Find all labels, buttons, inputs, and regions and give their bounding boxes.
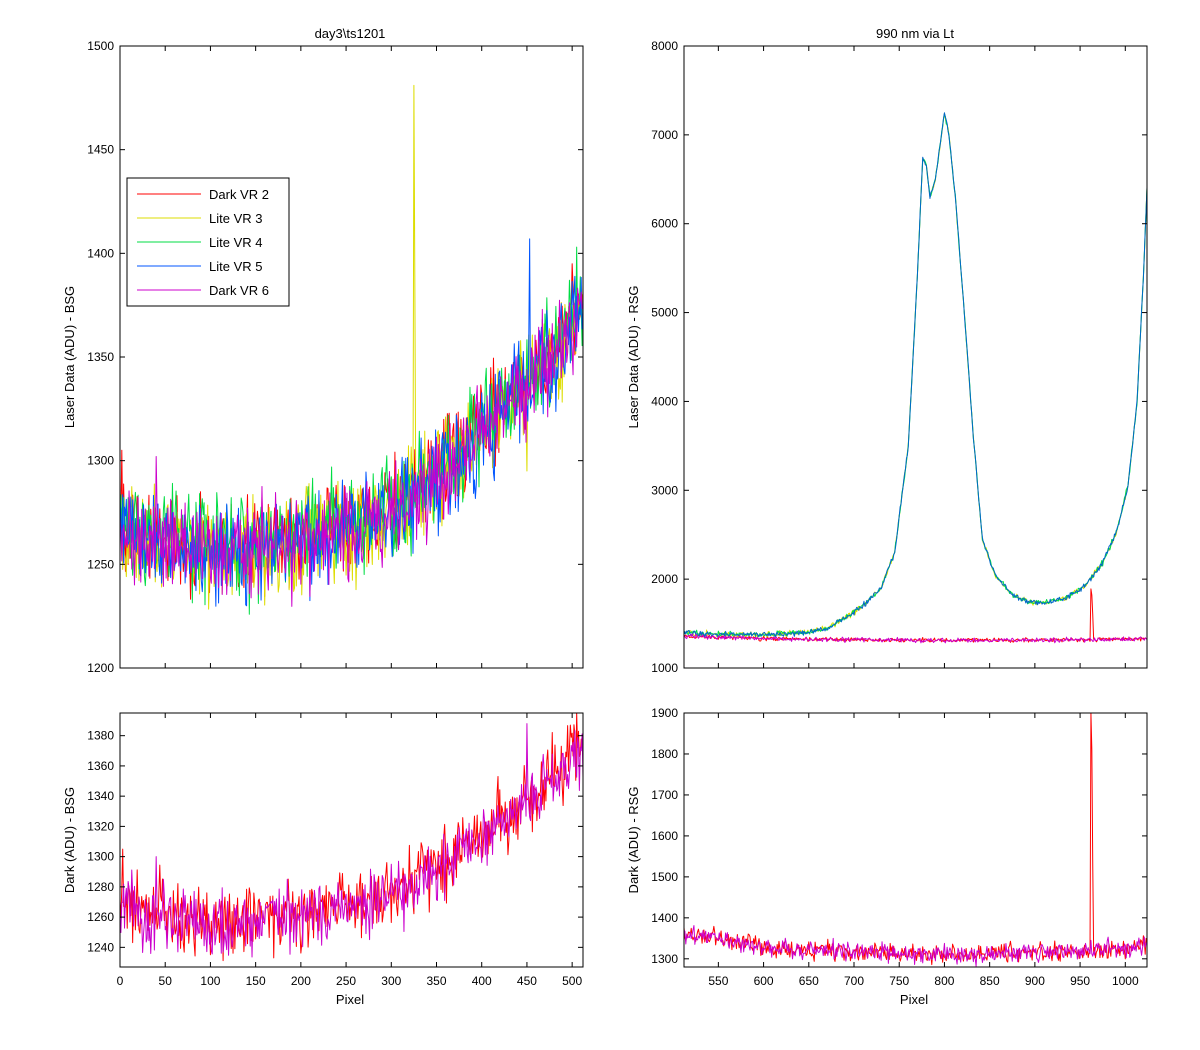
series-line-dark-vr-6: [120, 287, 583, 607]
x-tick-label: 250: [336, 974, 356, 988]
chart-title: day3\ts1201: [315, 26, 386, 41]
y-tick-label: 1500: [87, 39, 114, 53]
panel-bottom-left: Dark (ADU) - BSG Pixel 0 50 100 150 200 250 30…: [62, 712, 584, 1007]
y-tick-label: 5000: [651, 306, 678, 320]
series-line-lite-vr-5: [684, 112, 1147, 638]
y-tick-label: 1800: [651, 747, 678, 761]
y-tick-label: 1700: [651, 788, 678, 802]
x-tick-label: 450: [517, 974, 537, 988]
axes-frame: [119, 712, 584, 968]
series-line-lite-vr-4: [120, 246, 583, 615]
axes-frame: [683, 45, 1148, 669]
panel-top-right: 990 nm via Lt Laser Data (ADU) - RSG 100…: [626, 26, 1148, 675]
x-tick-label: 750: [889, 974, 909, 988]
y-tick-label: 1350: [87, 350, 114, 364]
y-tick-label: 1360: [87, 759, 114, 773]
y-tick-label: 1260: [87, 910, 114, 924]
legend-label: Lite VR 3: [209, 211, 262, 226]
legend-label: Dark VR 2: [209, 187, 269, 202]
y-tick-label: 4000: [651, 394, 678, 408]
y-axis-title: Laser Data (ADU) - BSG: [62, 286, 77, 428]
y-tick-label: 1340: [87, 789, 114, 803]
x-tick-label: 550: [708, 974, 728, 988]
y-tick-label: 6000: [651, 217, 678, 231]
y-axis-title: Dark (ADU) - BSG: [62, 787, 77, 893]
x-tick-label: 200: [291, 974, 311, 988]
legend-label: Lite VR 5: [209, 259, 262, 274]
y-tick-label: 1280: [87, 880, 114, 894]
series-group: [120, 84, 583, 615]
x-tick-label: 100: [200, 974, 220, 988]
chart-title: 990 nm via Lt: [876, 26, 954, 41]
x-tick-label: 500: [562, 974, 582, 988]
y-tick-label: 1240: [87, 940, 114, 954]
series-line-dark-vr-6: [684, 925, 1147, 967]
y-axis-title: Laser Data (ADU) - RSG: [626, 285, 641, 428]
x-tick-label: 1000: [1112, 974, 1139, 988]
y-tick-label: 2000: [651, 572, 678, 586]
y-tick-label: 1450: [87, 143, 114, 157]
x-tick-label: 800: [934, 974, 954, 988]
x-tick-label: 600: [754, 974, 774, 988]
x-tick-label: 150: [246, 974, 266, 988]
y-tick-label: 1400: [651, 911, 678, 925]
x-tick-label: 700: [844, 974, 864, 988]
y-tick-label: 1380: [87, 729, 114, 743]
y-tick-label: 1250: [87, 557, 114, 571]
series-group: [684, 112, 1147, 644]
series-line-dark-vr-6: [684, 633, 1147, 644]
x-tick-label: 950: [1070, 974, 1090, 988]
plot-area: [684, 46, 1147, 668]
panel-bottom-right: Dark (ADU) - RSG Pixel 550 600 650 700 750 80…: [626, 706, 1148, 1007]
x-tick-label: 400: [472, 974, 492, 988]
x-tick-label: 300: [381, 974, 401, 988]
x-axis-title: Pixel: [900, 992, 928, 1007]
y-tick-label: 1600: [651, 829, 678, 843]
x-axis-title: Pixel: [336, 992, 364, 1007]
y-axis-title: Dark (ADU) - RSG: [626, 787, 641, 894]
x-tick-label: 350: [426, 974, 446, 988]
y-tick-label: 3000: [651, 483, 678, 497]
series-group: [120, 713, 583, 962]
x-tick-label: 900: [1025, 974, 1045, 988]
legend-label: Lite VR 4: [209, 235, 262, 250]
series-line-dark-vr-6: [120, 723, 583, 958]
x-tick-label: 650: [799, 974, 819, 988]
legend: Dark VR 2 Lite VR 3 Lite VR 4 Lite VR 5 Dark…: [126, 177, 290, 307]
panel-top-left: day3\ts1201 Laser Data (ADU) - BSG 1200 1…: [62, 26, 584, 675]
legend-label: Dark VR 6: [209, 283, 269, 298]
y-tick-label: 1000: [651, 661, 678, 675]
y-tick-label: 1300: [87, 850, 114, 864]
y-tick-label: 1300: [651, 952, 678, 966]
x-tick-label: 0: [117, 974, 124, 988]
x-tick-label: 50: [159, 974, 173, 988]
plot-area: [684, 713, 1147, 967]
series-group: [684, 713, 1147, 967]
y-tick-label: 1500: [651, 870, 678, 884]
y-tick-label: 8000: [651, 39, 678, 53]
axes-frame: [683, 712, 1148, 968]
y-tick-label: 7000: [651, 128, 678, 142]
y-tick-label: 1400: [87, 246, 114, 260]
y-tick-label: 1200: [87, 661, 114, 675]
y-tick-label: 1320: [87, 819, 114, 833]
y-tick-label: 1900: [651, 706, 678, 720]
y-tick-label: 1300: [87, 454, 114, 468]
x-tick-label: 850: [980, 974, 1000, 988]
